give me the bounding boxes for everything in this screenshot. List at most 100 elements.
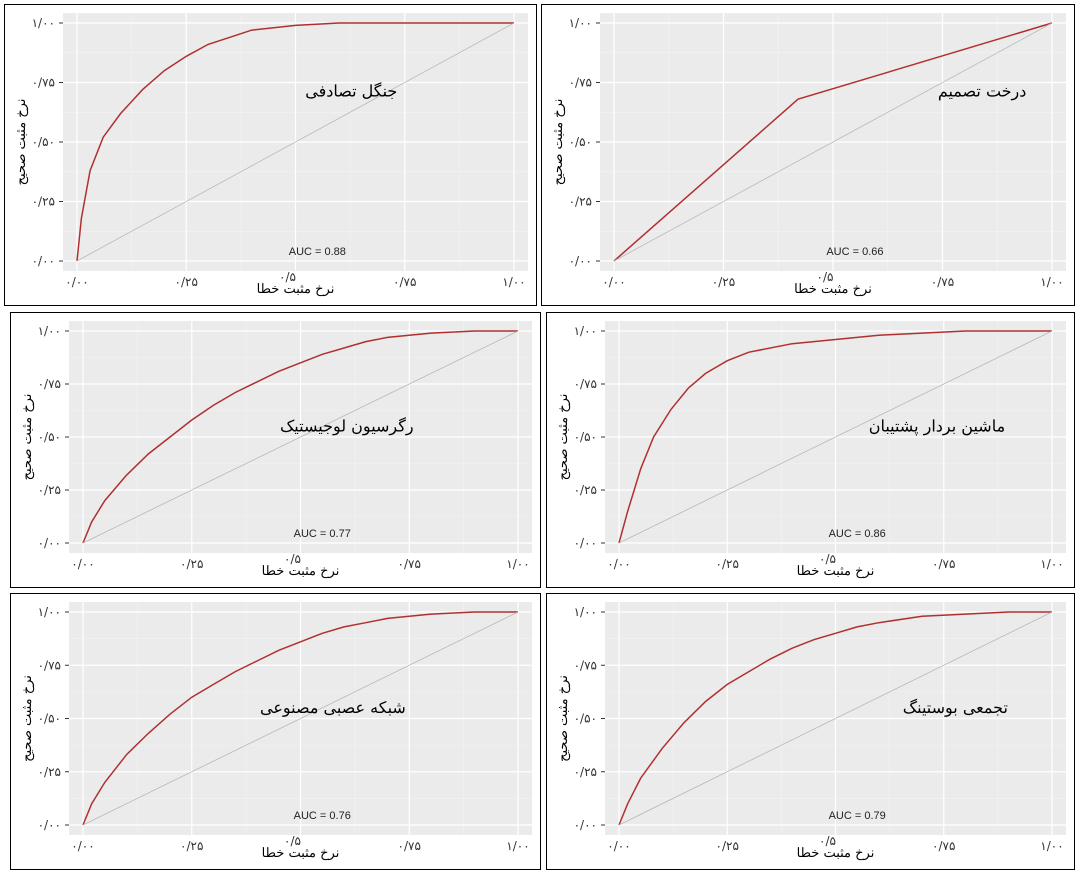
x-tick-label: ۰/۵ (817, 270, 834, 284)
x-tick-label: ۰/۷۵ (393, 275, 416, 289)
chart-title: رگرسیون لوجیستیک (280, 416, 414, 435)
x-axis-title: نرخ مثبت خطا (794, 282, 872, 297)
x-tick-label: ۱/۰۰ (1040, 839, 1063, 853)
x-tick-label: ۰/۵ (819, 834, 836, 848)
y-tick-label: ۰/۰۰ (574, 536, 597, 550)
x-tick-label: ۰/۷۵ (398, 839, 421, 853)
x-tick-label: ۰/۰۰ (602, 275, 625, 289)
y-axis-title: نرخ مثبت صحیح (551, 99, 566, 186)
x-tick-label: ۰/۵ (819, 552, 836, 566)
y-tick-label: ۰/۷۵ (38, 377, 61, 391)
y-tick-label: ۱/۰۰ (32, 16, 55, 30)
y-tick-label: ۰/۲۵ (38, 765, 61, 779)
roc-panel: ۰/۰۰ ۰/۰۰ ۰/۲۵ ۰/۲۵ ۰/۵۰ ۰/۷۵ ۰/۷۵ ۱/۰۰ ۱/۰۰ ۰/۵ م… (546, 312, 1075, 588)
x-tick-label: ۰/۰۰ (65, 275, 88, 289)
x-tick-label: ۰/۲۵ (716, 557, 739, 571)
chart-title: درخت تصمیم (938, 81, 1027, 100)
x-tick-label: ۰/۰۰ (607, 557, 630, 571)
x-tick-label: ۰/۷۵ (398, 557, 421, 571)
y-axis-title: نرخ مثبت صحیح (556, 394, 571, 481)
auc-annotation: AUC = 0.79 (829, 810, 886, 822)
y-tick-label: ۰/۲۵ (569, 195, 592, 209)
x-tick-label: ۰/۲۵ (716, 839, 739, 853)
x-tick-label: ۰/۲۵ (180, 557, 203, 571)
x-axis-title: نرخ مثبت خطا (262, 846, 340, 861)
y-tick-label: ۱/۰۰ (574, 324, 597, 338)
roc-curve (618, 611, 1052, 826)
y-tick-label: ۰/۵۰ (38, 430, 61, 444)
roc-panel: ۰/۰۰ ۰/۰۰ ۰/۲۵ ۰/۲۵ ۰/۵۰ ۰/۷۵ ۰/۷۵ ۱/۰۰ ۱/۰۰ ۰/۵ ت… (546, 593, 1075, 870)
chart-title: تجمعی بوستینگ (903, 698, 1008, 717)
x-tick-label: ۰/۰۰ (71, 557, 94, 571)
x-axis-title: نرخ مثبت خطا (797, 846, 875, 861)
x-tick-label: ۱/۰۰ (1040, 275, 1063, 289)
roc-curve (76, 22, 514, 262)
x-tick-label: ۰/۵ (284, 552, 301, 566)
x-axis-title: نرخ مثبت خطا (257, 282, 335, 297)
y-tick-label: ۰/۲۵ (574, 483, 597, 497)
roc-panel: ۰/۰۰ ۰/۰۰ ۰/۲۵ ۰/۲۵ ۰/۵۰ ۰/۷۵ ۰/۷۵ ۱/۰۰ ۱/۰۰ ۰/۵ ر… (10, 312, 541, 588)
roc-curve (618, 330, 1052, 544)
x-tick-label: ۱/۰۰ (502, 275, 525, 289)
x-axis-title: نرخ مثبت خطا (262, 564, 340, 579)
y-tick-label: ۰/۵۰ (574, 430, 597, 444)
y-tick-label: ۱/۰۰ (574, 605, 597, 619)
chart-title: ماشین بردار پشتیبان (869, 416, 1005, 435)
y-tick-label: ۰/۷۵ (32, 76, 55, 90)
diagonal-reference-line (618, 330, 1053, 544)
x-tick-label: ۰/۲۵ (180, 839, 203, 853)
x-tick-label: ۰/۵ (279, 270, 296, 284)
y-tick-label: ۰/۷۵ (38, 658, 61, 672)
auc-annotation: AUC = 0.76 (294, 810, 351, 822)
roc-curve (82, 611, 518, 826)
x-tick-label: ۰/۰۰ (71, 839, 94, 853)
y-axis-title: نرخ مثبت صحیح (20, 394, 35, 481)
y-tick-label: ۰/۷۵ (569, 76, 592, 90)
auc-annotation: AUC = 0.86 (829, 528, 886, 540)
auc-annotation: AUC = 0.66 (826, 246, 883, 258)
diagonal-reference-line (82, 330, 519, 544)
diagonal-reference-line (82, 611, 519, 826)
auc-annotation: AUC = 0.77 (294, 528, 351, 540)
x-tick-label: ۰/۲۵ (712, 275, 735, 289)
y-axis-title: نرخ مثبت صحیح (556, 675, 571, 762)
y-tick-label: ۰/۵۰ (38, 712, 61, 726)
x-tick-label: ۰/۵ (284, 834, 301, 848)
diagonal-reference-line (613, 22, 1053, 262)
x-tick-label: ۰/۷۵ (932, 557, 955, 571)
roc-chart: ۰/۰۰ ۰/۰۰ ۰/۲۵ ۰/۲۵ ۰/۵۰ ۰/۷۵ ۰/۷۵ ۱/۰۰ ۱/۰۰ ۰/۵ ر… (20, 321, 532, 579)
roc-panel: ۰/۰۰ ۰/۰۰ ۰/۲۵ ۰/۲۵ ۰/۵۰ ۰/۷۵ ۰/۷۵ ۱/۰۰ ۱/۰۰ ۰/۵ ج… (4, 4, 537, 306)
y-tick-label: ۰/۵۰ (574, 712, 597, 726)
x-tick-label: ۱/۰۰ (506, 557, 529, 571)
roc-chart: ۰/۰۰ ۰/۰۰ ۰/۲۵ ۰/۲۵ ۰/۵۰ ۰/۷۵ ۰/۷۵ ۱/۰۰ ۱/۰۰ ۰/۵ ت… (556, 602, 1066, 861)
chart-title: جنگل تصادفی (305, 81, 397, 100)
y-tick-label: ۰/۰۰ (32, 254, 55, 268)
x-tick-label: ۰/۰۰ (607, 839, 630, 853)
y-tick-label: ۰/۲۵ (32, 195, 55, 209)
roc-chart: ۰/۰۰ ۰/۰۰ ۰/۲۵ ۰/۲۵ ۰/۵۰ ۰/۷۵ ۰/۷۵ ۱/۰۰ ۱/۰۰ ۰/۵ ج… (14, 13, 528, 297)
x-tick-label: ۱/۰۰ (506, 839, 529, 853)
roc-panel: ۰/۰۰ ۰/۰۰ ۰/۲۵ ۰/۲۵ ۰/۵۰ ۰/۷۵ ۰/۷۵ ۱/۰۰ ۱/۰۰ ۰/۵ ش… (10, 593, 541, 870)
x-tick-label: ۱/۰۰ (1040, 557, 1063, 571)
diagonal-reference-line (76, 22, 515, 262)
roc-curve (613, 22, 1053, 262)
chart-title: شبکه عصبی مصنوعی (260, 698, 406, 717)
auc-annotation: AUC = 0.88 (289, 246, 346, 258)
x-tick-label: ۰/۷۵ (931, 275, 954, 289)
y-tick-label: ۰/۵۰ (32, 135, 55, 149)
y-tick-label: ۰/۰۰ (569, 254, 592, 268)
y-tick-label: ۱/۰۰ (38, 324, 61, 338)
y-tick-label: ۰/۵۰ (569, 135, 592, 149)
roc-curve (82, 330, 518, 544)
diagonal-reference-line (618, 611, 1053, 826)
roc-chart: ۰/۰۰ ۰/۰۰ ۰/۲۵ ۰/۲۵ ۰/۵۰ ۰/۷۵ ۰/۷۵ ۱/۰۰ ۱/۰۰ ۰/۵ ش… (20, 602, 532, 861)
y-tick-label: ۰/۰۰ (574, 818, 597, 832)
y-tick-label: ۰/۰۰ (38, 536, 61, 550)
roc-chart: ۰/۰۰ ۰/۰۰ ۰/۲۵ ۰/۲۵ ۰/۵۰ ۰/۷۵ ۰/۷۵ ۱/۰۰ ۱/۰۰ ۰/۵ د… (551, 13, 1066, 297)
roc-chart: ۰/۰۰ ۰/۰۰ ۰/۲۵ ۰/۲۵ ۰/۵۰ ۰/۷۵ ۰/۷۵ ۱/۰۰ ۱/۰۰ ۰/۵ م… (556, 321, 1066, 579)
y-axis-title: نرخ مثبت صحیح (14, 99, 29, 186)
y-tick-label: ۱/۰۰ (569, 16, 592, 30)
x-axis-title: نرخ مثبت خطا (797, 564, 875, 579)
roc-panel: ۰/۰۰ ۰/۰۰ ۰/۲۵ ۰/۲۵ ۰/۵۰ ۰/۷۵ ۰/۷۵ ۱/۰۰ ۱/۰۰ ۰/۵ د… (541, 4, 1075, 306)
y-tick-label: ۰/۲۵ (38, 483, 61, 497)
